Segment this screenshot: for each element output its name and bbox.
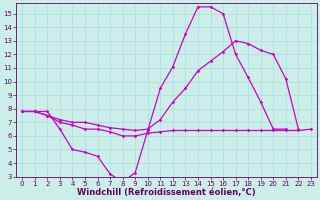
X-axis label: Windchill (Refroidissement éolien,°C): Windchill (Refroidissement éolien,°C) xyxy=(77,188,256,197)
